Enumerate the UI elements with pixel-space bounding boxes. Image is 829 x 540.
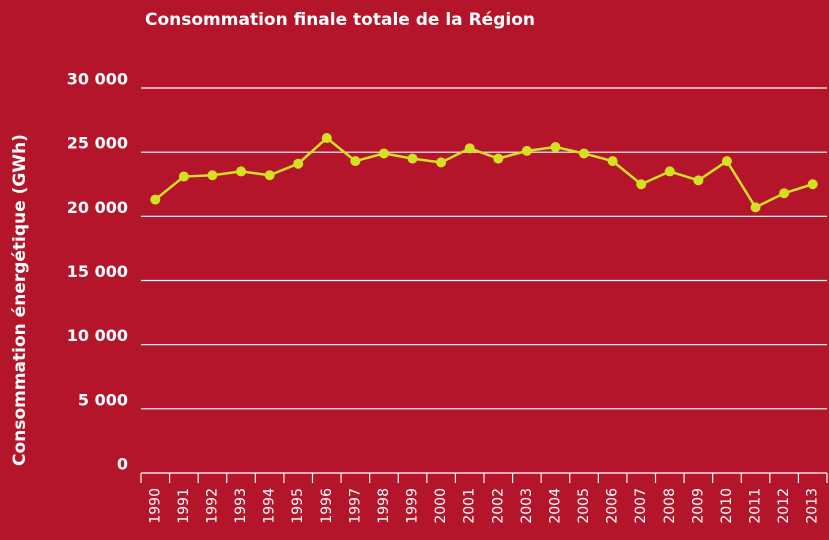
data-point	[693, 175, 704, 186]
x-tick-label: 1994	[262, 488, 278, 524]
data-point	[178, 171, 189, 182]
y-tick-label: 10 000	[67, 326, 128, 345]
data-point	[378, 148, 389, 159]
data-point	[550, 142, 561, 153]
data-point	[750, 202, 761, 213]
x-tick-label: 2001	[462, 488, 478, 524]
data-point	[264, 170, 275, 181]
y-tick-label: 15 000	[67, 262, 128, 281]
data-point	[150, 194, 161, 205]
data-point	[607, 156, 618, 167]
x-tick-label: 2011	[748, 488, 764, 524]
x-tick-label: 2007	[633, 488, 649, 524]
x-tick-label: 1998	[376, 488, 392, 524]
x-tick-label: 2004	[547, 488, 563, 524]
x-tick-label: 1999	[405, 488, 421, 524]
x-tick-label: 2008	[662, 488, 678, 524]
y-axis-label: Consommation énergétique (GWh)	[10, 134, 30, 466]
data-point	[664, 166, 675, 177]
x-tick-label: 2002	[490, 488, 506, 524]
x-tick-label: 2009	[690, 488, 706, 524]
data-point	[464, 143, 475, 154]
data-point	[521, 145, 532, 156]
data-point	[350, 156, 361, 167]
data-point	[636, 179, 647, 190]
data-point	[321, 133, 332, 144]
x-tick-label: 2013	[805, 488, 821, 524]
data-point	[807, 179, 818, 190]
data-point	[407, 153, 418, 164]
x-tick-label: 1993	[233, 488, 249, 524]
y-tick-label: 30 000	[67, 70, 128, 89]
data-point	[436, 157, 447, 168]
data-point	[293, 158, 304, 169]
y-tick-label: 25 000	[67, 134, 128, 153]
x-tick-label: 2010	[719, 488, 735, 524]
x-tick-label: 1996	[319, 488, 335, 524]
x-tick-label: 2012	[776, 488, 792, 524]
y-tick-label: 20 000	[67, 198, 128, 217]
data-point	[579, 148, 590, 159]
data-point	[207, 170, 218, 181]
data-point	[721, 156, 732, 167]
x-tick-label: 1991	[176, 488, 192, 524]
data-point	[236, 166, 247, 177]
y-tick-label: 5 000	[78, 390, 128, 409]
x-tick-label: 2006	[605, 488, 621, 524]
chart-title: Consommation finale totale de la Région	[145, 10, 535, 30]
data-point	[779, 188, 790, 199]
data-point	[493, 153, 504, 164]
x-tick-label: 1992	[204, 488, 220, 524]
x-tick-label: 2000	[433, 488, 449, 524]
x-tick-label: 1995	[290, 488, 306, 524]
x-tick-label: 2005	[576, 488, 592, 524]
x-tick-label: 1990	[147, 488, 163, 524]
x-tick-label: 2003	[519, 488, 535, 524]
x-tick-label: 1997	[347, 488, 363, 524]
y-tick-label: 0	[117, 455, 128, 474]
